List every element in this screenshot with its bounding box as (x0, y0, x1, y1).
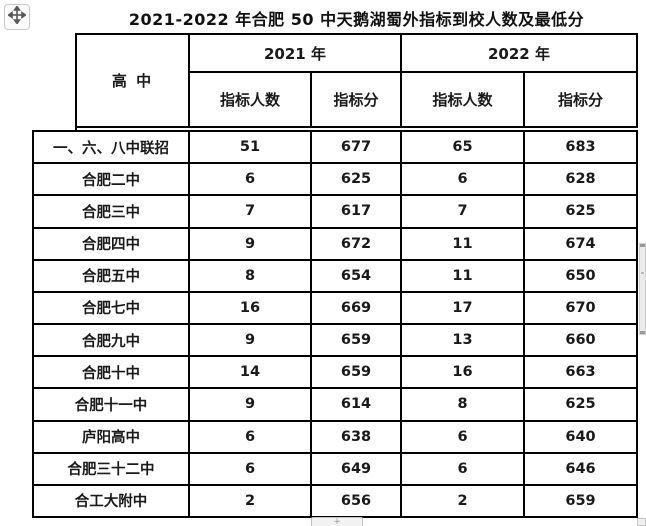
page-title: 2021-2022 年合肥 50 中天鹅湖蜀外指标到校人数及最低分 (128, 10, 585, 29)
table-row: 合工大附中 2 656 2 659 (34, 485, 638, 519)
cell-score-2022: 670 (525, 292, 638, 326)
table-row: 合肥十中 14 659 16 663 (34, 357, 638, 390)
cell-count-2021: 51 (190, 132, 312, 165)
cell-score-2022: 628 (525, 164, 638, 197)
table-row: 合肥三十二中 6 649 6 646 (34, 453, 638, 486)
scrollbar-cap-bottom (640, 331, 645, 334)
header-cell-school: 高 中 (77, 35, 190, 128)
cell-count-2021: 9 (190, 228, 312, 261)
cell-school: 合肥九中 (34, 325, 190, 358)
table-row: 合肥十一中 9 614 8 625 (34, 389, 638, 422)
table-row: 合肥九中 9 659 13 660 (34, 325, 638, 358)
cell-school: 合肥四中 (34, 228, 190, 261)
table-row: 合肥二中 6 625 6 628 (34, 164, 638, 197)
cell-school: 合肥三十二中 (34, 453, 190, 486)
cell-count-2022: 17 (402, 292, 525, 326)
cell-score-2022: 640 (525, 421, 638, 454)
table-row: 合肥七中 16 669 17 670 (34, 292, 638, 326)
table-row: 庐阳高中 6 638 6 640 (34, 421, 638, 454)
table-row: 合肥五中 8 654 11 650 (34, 260, 638, 293)
header-cell-year-2022: 2022 年 (402, 35, 638, 73)
cell-score-2022: 674 (525, 228, 638, 261)
cell-score-2021: 672 (312, 228, 402, 261)
header-cell-count-2022: 指标人数 (402, 73, 525, 128)
cell-score-2022: 646 (525, 453, 638, 486)
cell-school: 合肥七中 (34, 292, 190, 326)
cell-count-2021: 16 (190, 292, 312, 326)
cell-score-2021: 649 (312, 453, 402, 486)
cell-count-2021: 2 (190, 485, 312, 519)
cell-score-2021: 625 (312, 164, 402, 197)
cell-score-2021: 659 (312, 357, 402, 390)
cell-count-2021: 6 (190, 164, 312, 197)
cell-count-2021: 14 (190, 357, 312, 390)
header-cell-score-2022: 指标分 (525, 73, 638, 128)
cell-count-2022: 2 (402, 485, 525, 519)
cell-count-2021: 7 (190, 196, 312, 229)
cell-score-2022: 663 (525, 357, 638, 390)
cell-count-2021: 8 (190, 260, 312, 293)
scrollbar-thumb[interactable] (639, 243, 646, 335)
cell-score-2021: 677 (312, 132, 402, 165)
table-row: 一、六、八中联招 51 677 65 683 (34, 132, 638, 165)
cell-score-2022: 650 (525, 260, 638, 293)
move-icon (7, 5, 27, 28)
cell-count-2021: 6 (190, 421, 312, 454)
cell-score-2022: 625 (525, 389, 638, 422)
cell-score-2022: 625 (525, 196, 638, 229)
cell-score-2021: 654 (312, 260, 402, 293)
cell-school: 一、六、八中联招 (34, 132, 190, 165)
cell-school: 合肥五中 (34, 260, 190, 293)
cell-school: 合工大附中 (34, 485, 190, 519)
cell-count-2022: 6 (402, 453, 525, 486)
cell-score-2021: 638 (312, 421, 402, 454)
header-cell-year-2021: 2021 年 (190, 35, 402, 73)
table-move-handle[interactable] (4, 4, 30, 30)
cell-score-2021: 617 (312, 196, 402, 229)
header-cell-score-2021: 指标分 (312, 73, 402, 128)
cell-score-2022: 683 (525, 132, 638, 165)
page-control[interactable]: + (311, 517, 363, 526)
cell-score-2021: 614 (312, 389, 402, 422)
table-body: 一、六、八中联招 51 677 65 683 合肥二中 6 625 6 628 … (32, 130, 638, 519)
cell-school: 合肥十中 (34, 357, 190, 390)
cell-score-2021: 659 (312, 325, 402, 358)
table-resize-handle[interactable] (637, 518, 646, 526)
cell-score-2022: 660 (525, 325, 638, 358)
cell-school: 合肥三中 (34, 196, 190, 229)
cell-school: 合肥二中 (34, 164, 190, 197)
header-cell-count-2021: 指标人数 (190, 73, 312, 128)
cell-count-2022: 16 (402, 357, 525, 390)
cell-score-2022: 659 (525, 485, 638, 519)
cell-count-2022: 6 (402, 421, 525, 454)
table-header: 高 中 2021 年 2022 年 指标人数 指标分 指标人数 指标分 (75, 33, 638, 130)
cell-count-2021: 6 (190, 453, 312, 486)
cell-count-2022: 65 (402, 132, 525, 165)
cell-score-2021: 656 (312, 485, 402, 519)
scrollbar-cap-top (640, 244, 645, 247)
cell-count-2022: 6 (402, 164, 525, 197)
cell-count-2022: 7 (402, 196, 525, 229)
cell-count-2022: 11 (402, 228, 525, 261)
table-row: 合肥三中 7 617 7 625 (34, 196, 638, 229)
cell-count-2022: 8 (402, 389, 525, 422)
cell-score-2021: 669 (312, 292, 402, 326)
table-row: 合肥四中 9 672 11 674 (34, 228, 638, 261)
cell-school: 庐阳高中 (34, 421, 190, 454)
cell-count-2022: 11 (402, 260, 525, 293)
scrollbar-grip (641, 272, 644, 274)
cell-count-2022: 13 (402, 325, 525, 358)
cell-school: 合肥十一中 (34, 389, 190, 422)
cell-count-2021: 9 (190, 389, 312, 422)
cell-count-2021: 9 (190, 325, 312, 358)
